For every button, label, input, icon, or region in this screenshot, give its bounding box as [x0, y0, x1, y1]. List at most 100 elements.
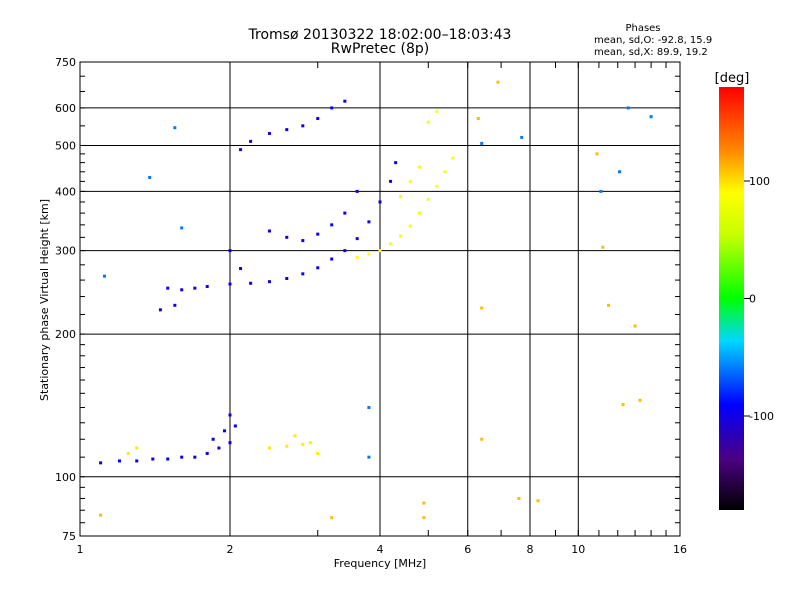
data-point [378, 200, 382, 204]
data-point [480, 437, 484, 441]
data-point [517, 496, 521, 500]
data-point [330, 257, 334, 261]
x-tick-label: 4 [377, 543, 384, 556]
x-tick-label: 8 [527, 543, 534, 556]
data-point [267, 280, 271, 284]
x-tick-label: 16 [673, 543, 687, 556]
data-point [267, 446, 271, 450]
data-point [135, 459, 139, 463]
x-tick-label: 10 [571, 543, 585, 556]
stats-x-mode: mean, sd,X: 89.9, 19.2 [594, 47, 708, 58]
data-point [422, 516, 426, 520]
data-point [408, 179, 412, 183]
data-point [520, 135, 524, 139]
data-point [330, 223, 334, 227]
data-point [355, 237, 359, 241]
x-axis-ticks: 1 2 4 6 8 10 16 [77, 62, 687, 556]
data-point [103, 274, 107, 278]
data-points [99, 80, 653, 520]
data-point [117, 459, 121, 463]
data-point [285, 277, 289, 281]
data-point [367, 406, 371, 410]
data-point [239, 148, 243, 152]
data-point [228, 282, 232, 286]
data-point [166, 457, 170, 461]
data-point [308, 441, 312, 445]
data-point [367, 220, 371, 224]
colorbar-label: [deg] [715, 71, 750, 86]
y-tick-label: 500 [55, 139, 76, 152]
y-axis-label: Stationary phase Virtual Height [km] [38, 199, 51, 401]
colorbar [719, 87, 744, 510]
stats-heading: Phases [625, 23, 660, 34]
chart-title: Tromsø 20130322 18:02:00–18:03:43 [248, 27, 512, 43]
data-point [378, 249, 382, 253]
data-point [367, 455, 371, 459]
y-tick-label: 600 [55, 102, 76, 115]
data-point [158, 308, 162, 312]
data-point [135, 446, 139, 450]
data-point [173, 126, 177, 130]
x-tick-label: 2 [227, 543, 234, 556]
data-point [99, 461, 103, 465]
data-point [316, 116, 320, 120]
data-point [435, 184, 439, 188]
data-point [599, 189, 603, 193]
data-point [249, 281, 253, 285]
data-point [601, 245, 605, 249]
data-point [293, 434, 297, 438]
data-point [330, 516, 334, 520]
data-point [180, 288, 184, 292]
data-point [180, 226, 184, 230]
y-axis-ticks: 75 100 200 300 400 500 600 750 [55, 56, 680, 543]
y-tick-label: 750 [55, 56, 76, 69]
data-point [301, 442, 305, 446]
data-point [228, 413, 232, 417]
data-point [99, 513, 103, 517]
data-point [301, 239, 305, 243]
data-point [633, 324, 637, 328]
data-point [480, 306, 484, 310]
data-point [389, 179, 393, 183]
data-point [233, 424, 237, 428]
data-point [205, 285, 209, 289]
data-point [166, 286, 170, 290]
data-point [649, 115, 653, 119]
data-point [301, 124, 305, 128]
y-tick-label: 100 [55, 471, 76, 484]
data-point [267, 229, 271, 233]
data-point [301, 272, 305, 276]
colorbar-ticks: -100 0 100 [744, 175, 774, 423]
data-point [228, 441, 232, 445]
data-point [239, 267, 243, 271]
data-point [638, 398, 642, 402]
y-tick-label: 200 [55, 328, 76, 341]
data-point [426, 197, 430, 201]
data-point [399, 234, 403, 238]
data-point [417, 211, 421, 215]
data-point [408, 224, 412, 228]
x-axis-label: Frequency [MHz] [334, 557, 426, 570]
data-point [367, 252, 371, 256]
data-point [343, 249, 347, 253]
colorbar-tick-label: 0 [749, 293, 756, 306]
data-point [595, 152, 599, 156]
data-point [126, 451, 130, 455]
data-point [443, 170, 447, 174]
data-point [316, 266, 320, 270]
data-point [173, 303, 177, 307]
chart-subtitle: RwPretec (8p) [331, 41, 429, 57]
y-tick-label: 400 [55, 185, 76, 198]
data-point [223, 429, 227, 433]
data-point [480, 141, 484, 145]
data-point [249, 139, 253, 143]
y-tick-label: 75 [62, 530, 76, 543]
data-point [389, 242, 393, 246]
data-point [151, 457, 155, 461]
data-point [316, 451, 320, 455]
data-point [451, 156, 455, 160]
data-point [607, 303, 611, 307]
data-point [355, 189, 359, 193]
data-point [626, 106, 630, 110]
